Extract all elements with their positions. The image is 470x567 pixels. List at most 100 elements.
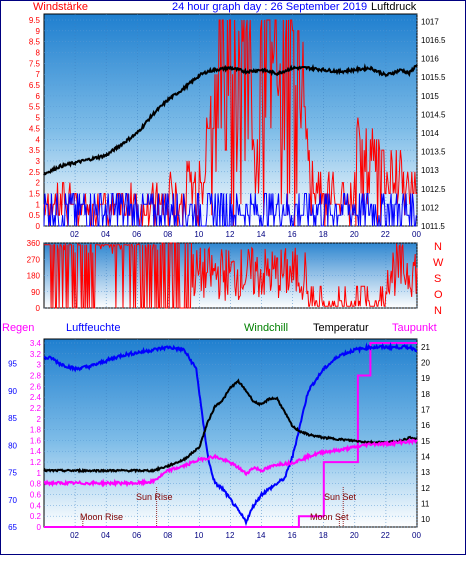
regen-tick-label: 1 [37,469,42,478]
wind-tick-label: 8.5 [29,38,41,47]
humidity-tick-label: 90 [8,387,17,396]
humidity-tick-label: 75 [8,469,17,478]
regen-tick-label: 0.2 [30,512,42,521]
x-tick-label: 00 [412,531,421,540]
temperature-tick-label: 19 [421,374,430,383]
wind-tick-label: 3.5 [29,146,41,155]
regen-tick-label: 1.4 [30,447,42,456]
regen-tick-label: 2 [37,415,42,424]
temperature-tick-label: 14 [421,453,430,462]
temperature-tick-label: 15 [421,437,430,446]
wind-tick-label: 7.5 [29,59,41,68]
wind-tick-label: 9.5 [29,16,41,25]
wind-tick-label: 0.5 [29,211,41,220]
temperature-tick-label: 10 [421,515,430,524]
regen-tick-label: 0.4 [30,501,42,510]
pressure-tick-label: 1013.5 [421,148,446,157]
wind-tick-label: 6 [36,92,41,101]
temperature-tick-label: 17 [421,406,430,415]
compass-o: O [434,289,443,301]
temperature-series [43,378,418,474]
temperature-tick-label: 18 [421,390,430,399]
wind-blue-line [43,193,417,227]
regen-tick-label: 2.8 [30,371,42,380]
taupunkt-label: Taupunkt [392,322,437,334]
regen-tick-label: 0.8 [30,480,42,489]
x-tick-label: 18 [319,230,328,239]
x-tick-label: 10 [194,531,203,540]
direction-tick-label: 180 [27,272,41,281]
direction-tick-label: 0 [36,304,41,313]
direction-tick-label: 360 [27,239,41,248]
x-tick-label: 06 [132,531,141,540]
wind-tick-label: 4 [36,135,41,144]
panel2-grid [44,242,418,309]
pressure-axis-title: Luftdruck [371,1,417,13]
wind-tick-label: 2.5 [29,168,41,177]
wind-tick-label: 5 [36,114,41,123]
x-tick-label: 10 [194,230,203,239]
x-tick-label: 16 [288,531,297,540]
temperature-tick-label: 12 [421,484,430,493]
wind-tick-label: 6.5 [29,81,41,90]
humidity-series [43,341,418,527]
regen-tick-label: 1.6 [30,436,42,445]
x-tick-label: 04 [101,531,110,540]
x-tick-label: 02 [70,531,79,540]
x-tick-label: 14 [257,531,266,540]
pressure-tick-label: 1012 [421,203,439,212]
x-tick-label: 22 [381,531,390,540]
wind-tick-label: 9 [36,27,41,36]
wind-blue-series [43,193,417,227]
compass-labels: N W S O N [433,241,444,317]
pressure-tick-label: 1012.5 [421,185,446,194]
x-tick-label: 22 [381,230,390,239]
moon-set-label: Moon Set [310,512,349,522]
axis-labels: 02 04 06 08 10 12 14 16 18 20 22 0000.511.522.533.5… [8,16,446,540]
humidity-tick-label: 85 [8,414,17,423]
sun-set-label: Sun Set [324,492,357,502]
pressure-tick-label: 1014 [421,129,439,138]
x-tick-label: 14 [257,230,266,239]
compass-w: W [433,257,444,269]
x-tick-label: 20 [350,531,359,540]
panel3-grid [44,339,418,528]
pressure-tick-label: 1017 [421,17,439,26]
humidity-tick-label: 80 [8,441,17,450]
x-tick-label: 00 [412,230,421,239]
temperature-tick-label: 21 [421,343,430,352]
pressure-tick-label: 1011.5 [421,222,445,231]
regen-tick-label: 1.8 [30,426,42,435]
regen-tick-label: 0.6 [30,491,42,500]
windchill-label: Windchill [244,322,288,334]
regen-series [44,342,417,528]
x-tick-label: 08 [163,230,172,239]
moon-rise-label: Moon Rise [80,512,123,522]
x-tick-label: 06 [132,230,141,239]
x-tick-label: 08 [163,531,172,540]
direction-tick-label: 90 [31,288,40,297]
regen-tick-label: 2.2 [30,404,42,413]
temperature-tick-label: 11 [421,500,430,509]
x-tick-label: 12 [226,230,235,239]
humidity-tick-label: 95 [8,360,17,369]
regen-label: Regen [2,322,34,334]
regen-tick-label: 2.4 [30,393,42,402]
x-tick-label: 04 [101,230,110,239]
pressure-tick-label: 1016 [421,55,439,64]
regen-tick-label: 3 [37,361,42,370]
wind-tick-label: 1.5 [29,189,41,198]
wind-tick-label: 1 [36,200,41,209]
pressure-tick-label: 1014.5 [421,110,446,119]
pressure-tick-label: 1015.5 [421,73,446,82]
x-tick-label: 18 [319,531,328,540]
dewpoint-series [43,438,418,488]
wind-tick-label: 3 [36,157,41,166]
luftfeuchte-label: Luftfeuchte [66,322,120,334]
wind-tick-label: 0 [36,222,41,231]
x-tick-label: 20 [350,230,359,239]
wind-tick-label: 8 [36,49,41,58]
regen-tick-label: 3.4 [30,339,42,348]
